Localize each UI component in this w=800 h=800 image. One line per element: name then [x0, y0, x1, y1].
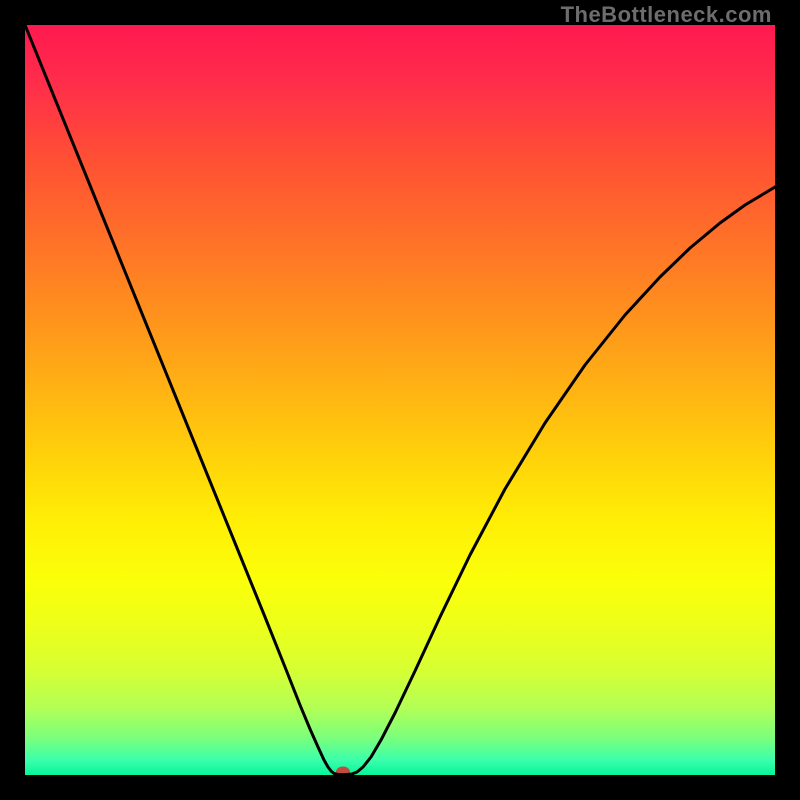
- bottleneck-curve: [25, 25, 775, 775]
- watermark-text: TheBottleneck.com: [561, 2, 772, 28]
- chart-frame: TheBottleneck.com: [0, 0, 800, 800]
- plot-area: [25, 25, 775, 775]
- bottleneck-curve-layer: [25, 25, 775, 775]
